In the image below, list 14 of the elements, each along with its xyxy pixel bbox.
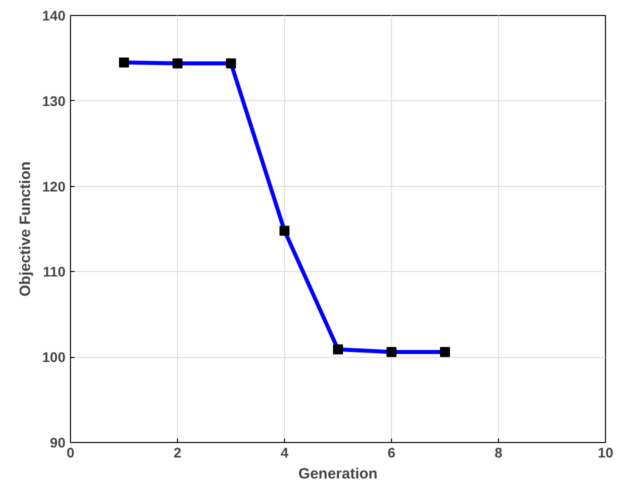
- x-axis-title: Generation: [298, 466, 378, 482]
- y-tick-label: 120: [42, 178, 66, 194]
- y-tick-label: 90: [50, 434, 66, 450]
- y-tick-label: 140: [42, 8, 66, 24]
- x-tick-label: 2: [174, 444, 182, 460]
- y-tick-label: 130: [42, 92, 66, 109]
- x-tick-label: 8: [494, 444, 503, 460]
- y-axis-title: Objective Function: [17, 161, 34, 297]
- y-tick-label: 110: [42, 264, 66, 280]
- y-tick-label: 100: [42, 349, 66, 366]
- x-tick-label: 4: [280, 444, 289, 460]
- x-tick-label: 10: [598, 444, 614, 460]
- x-tick-label: 6: [388, 444, 396, 460]
- x-tick-label: 0: [66, 444, 75, 460]
